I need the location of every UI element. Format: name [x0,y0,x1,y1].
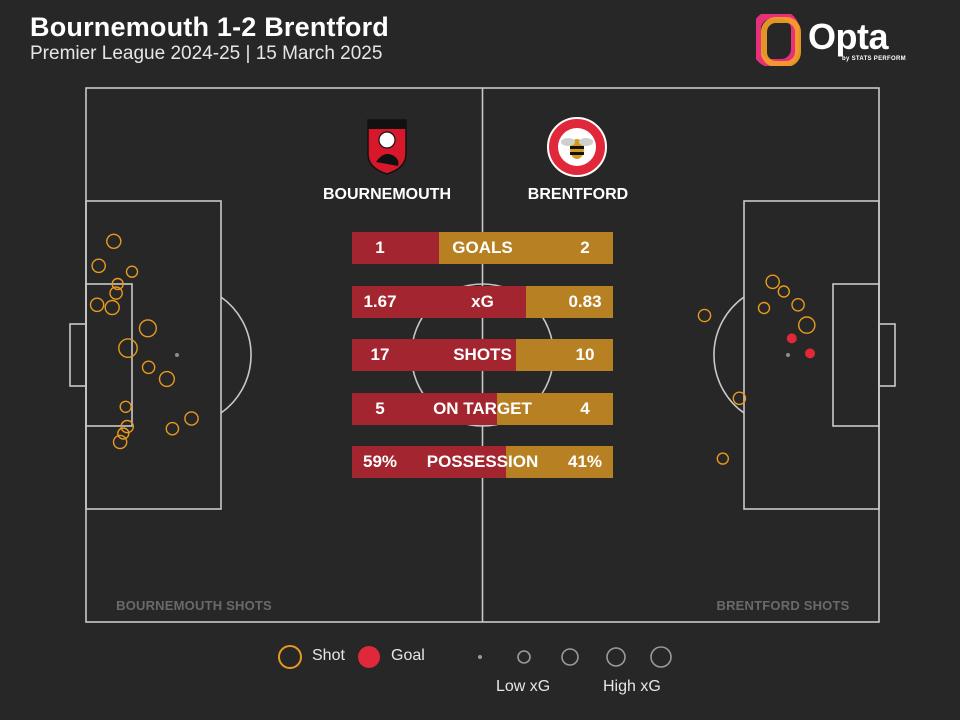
stat-row: 59% POSSESSION 41% [352,446,613,478]
legend-xg-size-marker [561,648,579,666]
stat-bar-home [352,392,497,425]
stat-bar-home [352,285,527,318]
pitch-lines [69,87,896,623]
stat-home-value: 1 [375,238,385,257]
stat-row: 1.67 xG 0.83 [352,285,613,318]
away-shot-marker [791,297,805,312]
away-shot-marker [757,301,771,315]
away-shots-label: BRENTFORD SHOTS [716,598,850,613]
home-shot-marker [106,233,122,250]
home-shot-marker [119,400,132,413]
home-shot-marker [111,277,124,291]
home-shot-marker [141,360,156,375]
stat-bar-home [352,232,439,264]
legend-shot-label: Shot [312,647,345,664]
home-shot-marker [91,258,106,274]
home-shot-marker [117,427,130,440]
stat-label: ON TARGET [433,398,532,418]
home-shot-marker [125,265,139,278]
legend-layer [278,645,672,669]
stat-away-value: 4 [580,398,590,418]
away-shot-marker [732,391,747,406]
legend-low-xg-label: Low xG [496,678,551,695]
stat-label: SHOTS [453,345,512,364]
stat-home-value: 1.67 [363,291,397,311]
legend-xg-size-marker [478,655,482,659]
stat-home-value: 17 [370,345,390,364]
away-team-name: BRENTFORD [527,186,629,203]
away-goal [878,323,896,387]
opta-logo: Opta by STATS PERFORM [756,12,916,68]
stat-home-value: 59% [362,452,398,471]
stat-row: 1 GOALS 2 [352,232,613,264]
away-penalty-spot [786,353,790,357]
stat-row: 17 SHOTS 10 [352,339,613,371]
legend-xg-size-marker [650,646,672,668]
stat-label: POSSESSION [426,452,539,471]
legend-xg-size-marker [606,647,626,667]
stat-away-value: 0.83 [568,291,602,311]
stat-row: 5 ON TARGET 4 [352,392,613,425]
home-shot-marker [89,297,105,313]
away-shot-marker [777,285,790,298]
stat-away-value: 10 [575,345,595,364]
stat-label: GOALS [452,238,513,257]
away-shot-marker [765,274,781,290]
brentford-crest-icon [547,117,607,177]
opta-byline: by STATS PERFORM [842,56,906,62]
stat-away-value: 2 [580,238,590,257]
home-shot-marker [158,370,176,388]
opta-wordmark: Opta [808,16,889,57]
away-penalty-arc [713,296,745,414]
home-shot-marker [112,434,128,450]
page-title: Bournemouth 1-2 Brentford [30,12,389,42]
home-penalty-arc [220,296,252,414]
stat-bar-home [352,446,506,478]
stat-label: xG [471,291,494,311]
stat-home-value: 5 [375,398,385,418]
home-shot-marker [138,319,157,338]
legend-shot-marker [278,645,302,669]
home-shot-marker [118,338,138,358]
away-goal-marker [805,348,815,359]
home-shot-marker [109,286,123,300]
home-shot-marker [165,421,180,436]
away-shot-marker [798,316,816,334]
home-six-yard-box [85,283,133,427]
home-shots-label: BOURNEMOUTH SHOTS [116,598,272,613]
home-shot-marker [104,299,120,316]
home-team-name: BOURNEMOUTH [323,186,451,203]
home-shot-marker [120,419,134,434]
away-six-yard-box [832,283,880,427]
away-goal-marker [786,333,797,344]
home-penalty-box [85,200,222,510]
home-penalty-spot [175,353,179,357]
opta-logo-icon [756,14,801,66]
home-goal [69,323,87,387]
legend-xg-size-marker [517,650,531,664]
legend-high-xg-label: High xG [603,678,661,695]
home-shot-marker [184,411,199,426]
stat-away-value: 41% [567,452,603,471]
bournemouth-crest-icon [367,119,407,175]
shots-layer [89,233,816,465]
page-subtitle: Premier League 2024-25 | 15 March 2025 [30,43,383,64]
stat-bar-home [352,339,517,371]
legend-goal-label: Goal [391,647,425,664]
away-shot-marker [716,452,729,465]
legend-goal-marker [358,646,380,668]
away-shot-marker [697,308,712,323]
